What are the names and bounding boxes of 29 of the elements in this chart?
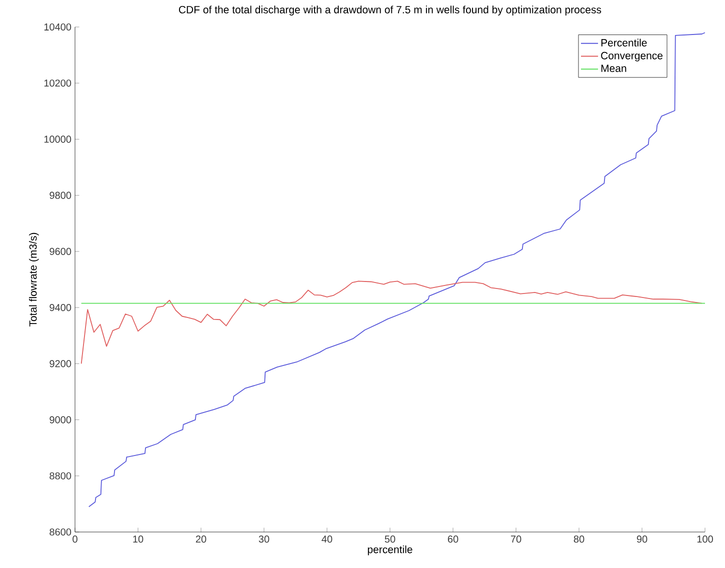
y-tick-label: 9200: [50, 360, 72, 368]
x-tick-label: 80: [574, 536, 584, 543]
y-tick-label: 9000: [50, 416, 72, 424]
line-series: [88, 32, 706, 508]
x-axis-title: percentile: [368, 545, 412, 556]
legend-label: Percentile: [601, 38, 647, 46]
x-tick-label: 20: [196, 536, 206, 543]
y-tick-label: 10400: [44, 23, 72, 31]
y-tick-label: 10000: [44, 136, 72, 143]
y-axis-title: Total flowrate (m3/s): [29, 232, 39, 327]
y-tick-label: 9800: [50, 192, 72, 199]
x-tick-label: 40: [322, 536, 332, 543]
chart-title: CDF of the total discharge with a drawdown of 7.5 m in wells found by optimization process: [178, 6, 602, 16]
y-tick-label: 8600: [50, 528, 72, 536]
x-tick-label: 60: [448, 536, 458, 543]
x-tick-label: 70: [510, 536, 522, 543]
x-tick-label: 10: [133, 536, 144, 543]
x-tick-label: 50: [384, 536, 396, 543]
y-tick-label: 10200: [44, 80, 72, 87]
legend-label: Convergence: [601, 52, 663, 62]
x-tick-label: 30: [258, 536, 270, 543]
y-tick-label: 9600: [50, 248, 72, 255]
x-tick-label: 90: [636, 536, 648, 543]
y-tick-label: 8800: [50, 472, 72, 480]
x-tick-label: 0: [72, 536, 78, 543]
legend-label: Mean: [601, 64, 626, 72]
y-tick-label: 9400: [50, 304, 72, 312]
x-tick-label: 100: [697, 536, 713, 543]
line-series: [80, 280, 702, 364]
